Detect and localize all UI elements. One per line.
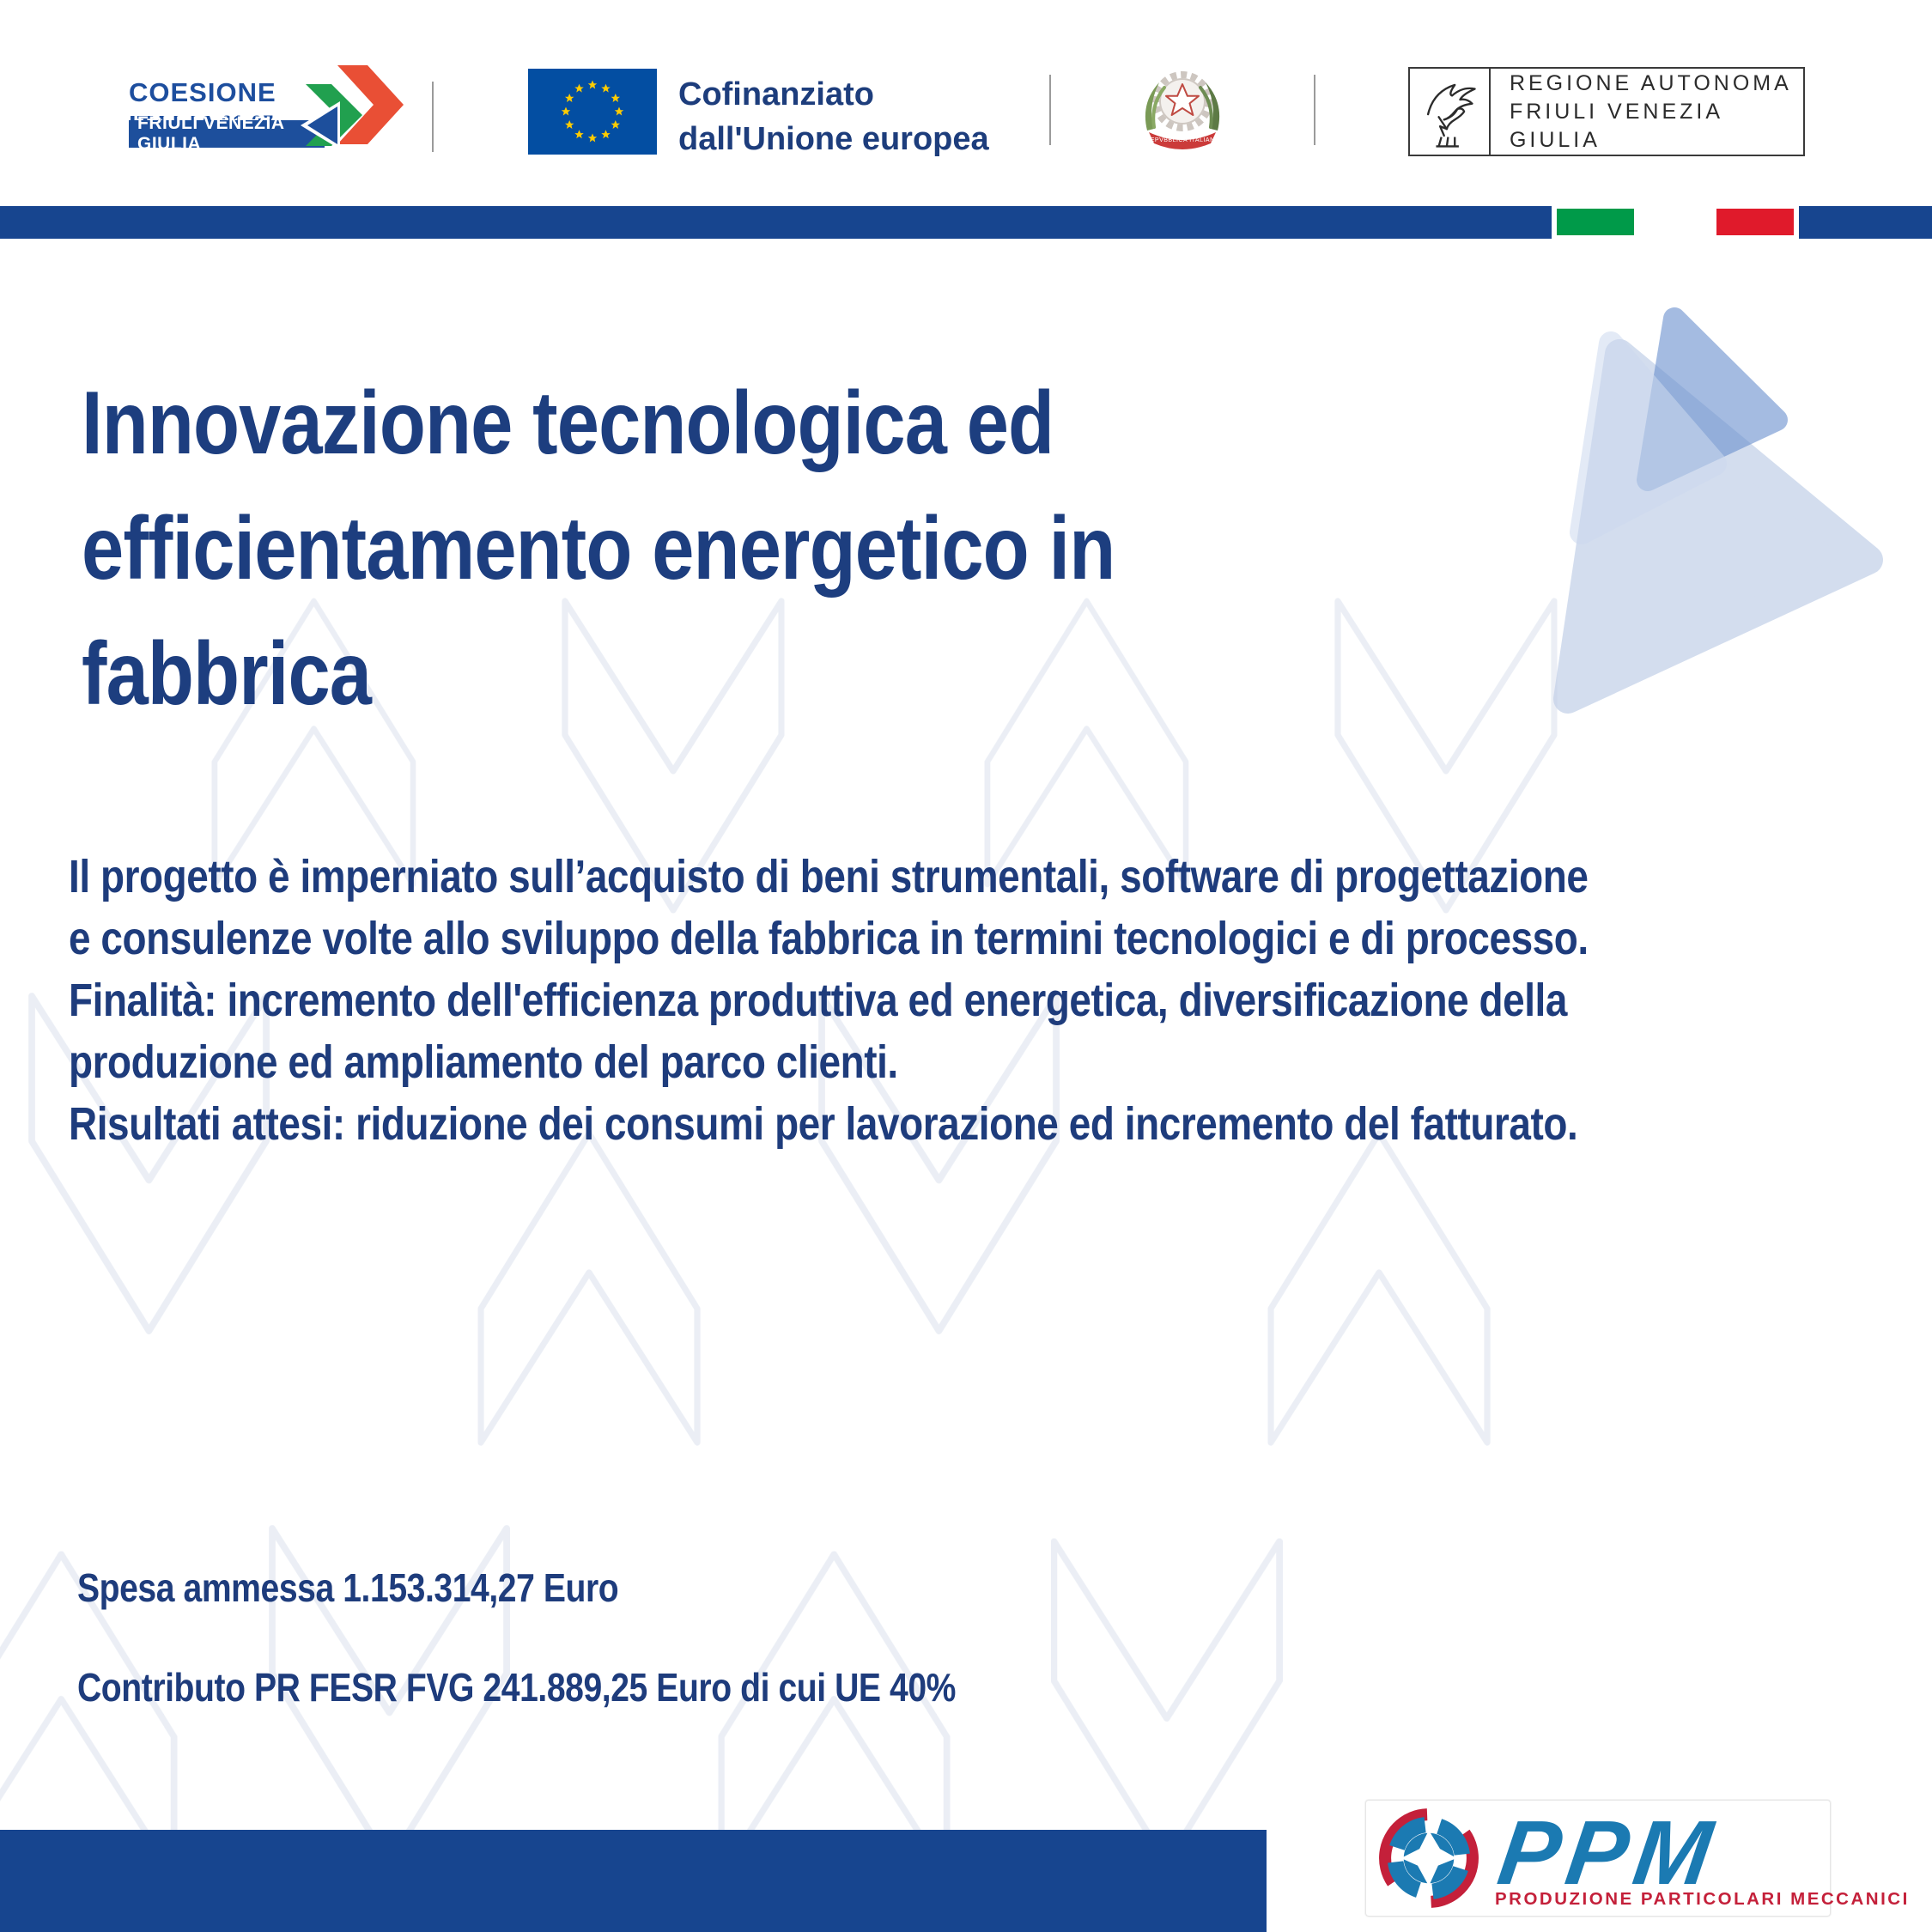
ppm-subtitle: PRODUZIONE PARTICOLARI MECCANICI: [1495, 1889, 1910, 1909]
coesione-fvg-banner-label: FRIULI VENEZIA GIULIA: [137, 113, 284, 154]
contributo-line: Contributo PR FESR FVG 241.889,25 Euro d…: [77, 1665, 956, 1710]
repubblica-italiana-emblem: REPVBBLICA ITALIANA: [1145, 71, 1220, 149]
project-description: Il progetto è imperniato sull’acquisto d…: [69, 846, 1589, 1155]
ppm-emblem-icon: [1379, 1808, 1479, 1908]
description-line: Finalità: incremento dell'efficienza pro…: [69, 975, 1567, 1026]
ppm-wordmark: PPM: [1492, 1802, 1725, 1904]
description-line: produzione ed ampliamento del parco clie…: [69, 1036, 898, 1088]
regione-fvg-logo: REGIONE AUTONOMA FRIULI VENEZIA GIULIA: [1408, 67, 1805, 156]
page-title-line1: Innovazione tecnologica ed: [82, 374, 1054, 473]
fvg-name: REGIONE AUTONOMA FRIULI VENEZIA GIULIA: [1491, 69, 1803, 155]
header-divider-2: [1049, 75, 1051, 145]
decorative-triangles: [1553, 307, 1883, 714]
ppm-logo-box: PPM PRODUZIONE PARTICOLARI MECCANICI: [1365, 1800, 1907, 1917]
eu-label-line1: Cofinanziato: [678, 76, 874, 112]
coesione-arrow-icon: [301, 101, 340, 149]
italian-flag-green: [1557, 209, 1634, 235]
emblem-ribbon-label: REPVBBLICA ITALIANA: [1145, 137, 1219, 143]
italian-flag-red: [1716, 209, 1794, 235]
page-title: Innovazione tecnologica ed efficientamen…: [82, 361, 1115, 737]
fvg-name-line1: REGIONE AUTONOMA: [1509, 70, 1792, 95]
description-line: Risultati attesi: riduzione dei consumi …: [69, 1098, 1578, 1150]
header-divider-3: [1314, 75, 1315, 145]
description-line: e consulenze volte allo sviluppo della f…: [69, 913, 1589, 964]
fvg-eagle-cell: [1410, 69, 1491, 155]
coesione-fvg-banner: FRIULI VENEZIA GIULIA: [129, 113, 325, 154]
description-line: Il progetto è imperniato sull’acquisto d…: [69, 851, 1589, 902]
eu-flag-icon: [528, 69, 657, 155]
bottom-bar: [0, 1830, 1267, 1932]
header-divider-1: [432, 82, 434, 152]
coesione-logo-line1: COESIONE: [129, 77, 276, 107]
fvg-eagle-icon: [1426, 83, 1476, 148]
page-title-line2: efficientamento energetico in: [82, 499, 1115, 598]
fvg-name-line2: FRIULI VENEZIA GIULIA: [1509, 99, 1722, 152]
eu-label-line2: dall'Unione europea: [678, 121, 989, 157]
page-title-line3: fabbrica: [82, 624, 372, 724]
spesa-ammessa-line: Spesa ammessa 1.153.314,27 Euro: [77, 1565, 619, 1610]
eu-cofinanced-label: Cofinanziato dall'Unione europea: [678, 72, 989, 161]
